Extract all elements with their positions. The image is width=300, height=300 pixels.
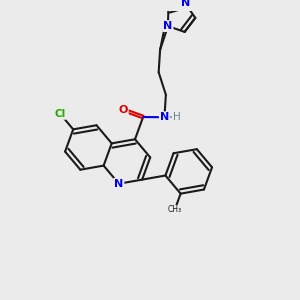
Text: CH₃: CH₃ xyxy=(168,206,182,214)
Text: O: O xyxy=(118,105,128,115)
Text: N: N xyxy=(181,0,190,8)
Text: N: N xyxy=(160,112,169,122)
Text: H: H xyxy=(173,112,180,122)
Text: N: N xyxy=(114,179,123,189)
Text: N: N xyxy=(163,21,172,31)
Text: Cl: Cl xyxy=(55,109,66,119)
